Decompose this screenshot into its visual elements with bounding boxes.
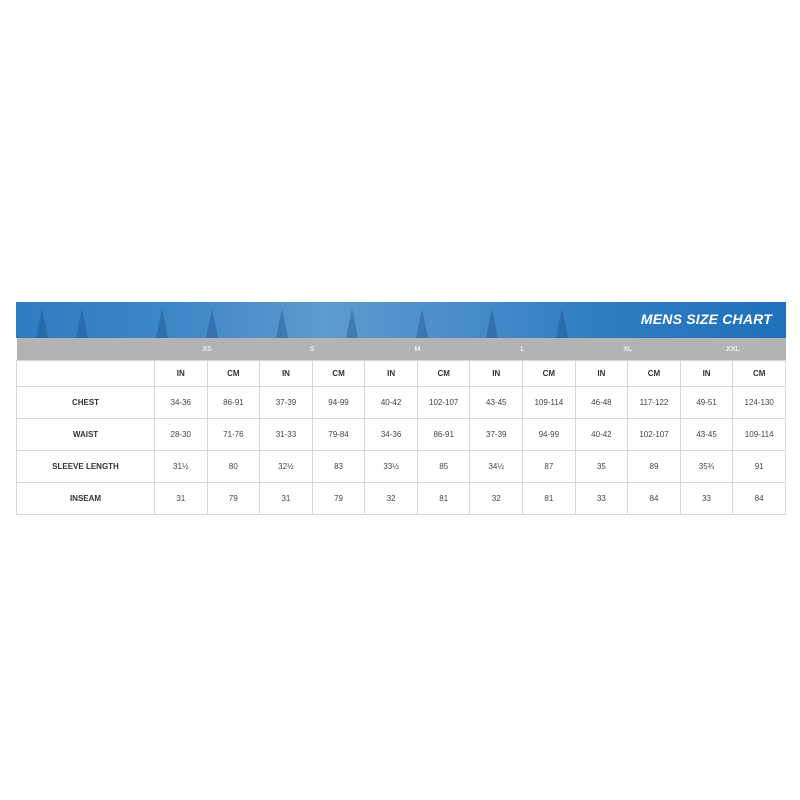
unit-header: CM <box>627 360 681 387</box>
table-cell: 117-122 <box>627 386 681 419</box>
size-header: XXL <box>680 338 786 361</box>
table-cell: 34-36 <box>154 386 208 419</box>
table-cell: 71-76 <box>206 418 261 451</box>
unit-header-row: IN CM IN CM IN CM IN CM IN CM IN CM <box>16 360 786 387</box>
table-cell: 79 <box>206 482 261 515</box>
table-cell: 35¾ <box>679 450 734 483</box>
table-cell: 31½ <box>154 450 208 483</box>
row-label: SLEEVE LENGTH <box>16 450 155 483</box>
size-header: XL <box>575 338 681 361</box>
table-cell: 31-33 <box>259 418 313 451</box>
table-row: CHEST 34-36 86-91 37-39 94-99 40-42 102-107 43-… <box>16 386 786 419</box>
table-cell: 49-51 <box>679 386 734 419</box>
size-header: M <box>364 338 470 361</box>
size-header: L <box>469 338 576 361</box>
table-cell: 33½ <box>364 450 418 483</box>
chart-banner: MENS SIZE CHART <box>16 302 786 338</box>
table-cell: 91 <box>732 450 786 483</box>
table-cell: 79 <box>311 482 366 515</box>
unit-header: CM <box>416 360 471 387</box>
table-cell: 37-39 <box>469 418 524 451</box>
chart-title: MENS SIZE CHART <box>640 311 772 327</box>
table-cell: 87 <box>522 450 576 483</box>
table-cell: 102-107 <box>416 386 471 419</box>
table-cell: 85 <box>416 450 471 483</box>
table-row: WAIST 28-30 71-76 31-33 79-84 34-36 86-91 37-39… <box>16 418 786 451</box>
table-cell: 109-114 <box>522 386 576 419</box>
size-header-row: XS S M L XL XXL <box>16 338 786 361</box>
table-cell: 28-30 <box>154 418 208 451</box>
table-cell: 33 <box>679 482 734 515</box>
row-label: WAIST <box>16 418 155 451</box>
row-label: INSEAM <box>16 482 155 515</box>
table-cell: 32½ <box>259 450 313 483</box>
table-cell: 31 <box>154 482 208 515</box>
size-header: S <box>259 338 365 361</box>
size-chart: MENS SIZE CHART XS S M L XL XXL IN CM IN CM IN CM I… <box>16 302 786 515</box>
table-cell: 89 <box>627 450 681 483</box>
unit-header: IN <box>679 360 734 387</box>
unit-header: IN <box>364 360 418 387</box>
table-cell: 81 <box>416 482 471 515</box>
table-cell: 43-45 <box>679 418 734 451</box>
unit-header: CM <box>206 360 261 387</box>
table-cell: 102-107 <box>627 418 681 451</box>
table-cell: 34½ <box>469 450 524 483</box>
table-cell: 31 <box>259 482 313 515</box>
unit-header: IN <box>259 360 313 387</box>
unit-header: CM <box>311 360 366 387</box>
table-cell: 86-91 <box>416 418 471 451</box>
table-cell: 124-130 <box>732 386 786 419</box>
unit-header: CM <box>732 360 786 387</box>
table-cell: 32 <box>364 482 418 515</box>
table-cell: 37-39 <box>259 386 313 419</box>
unit-header: CM <box>522 360 576 387</box>
table-cell: 80 <box>206 450 261 483</box>
table-cell: 83 <box>311 450 366 483</box>
table-cell: 40-42 <box>574 418 629 451</box>
table-cell: 94-99 <box>522 418 576 451</box>
table-cell: 33 <box>574 482 629 515</box>
table-cell: 84 <box>627 482 681 515</box>
table-cell: 84 <box>732 482 786 515</box>
row-label: CHEST <box>16 386 155 419</box>
size-table: XS S M L XL XXL IN CM IN CM IN CM IN CM IN CM IN CM CHES… <box>16 338 786 515</box>
table-cell: 81 <box>522 482 576 515</box>
table-cell: 79-84 <box>311 418 366 451</box>
table-cell: 32 <box>469 482 524 515</box>
table-cell: 43-45 <box>469 386 524 419</box>
table-cell: 46-48 <box>574 386 629 419</box>
table-cell: 34-36 <box>364 418 418 451</box>
size-header: XS <box>154 338 260 361</box>
table-cell: 86-91 <box>206 386 261 419</box>
table-cell: 109-114 <box>732 418 786 451</box>
unit-header: IN <box>469 360 524 387</box>
table-cell: 40-42 <box>364 386 418 419</box>
table-row: INSEAM 31 79 31 79 32 81 32 81 33 84 33 84 <box>16 482 786 515</box>
unit-header: IN <box>154 360 208 387</box>
table-row: SLEEVE LENGTH 31½ 80 32½ 83 33½ 85 34½ 87 35 89 35¾… <box>16 450 786 483</box>
table-cell: 35 <box>574 450 629 483</box>
table-cell: 94-99 <box>311 386 366 419</box>
unit-header: IN <box>574 360 629 387</box>
